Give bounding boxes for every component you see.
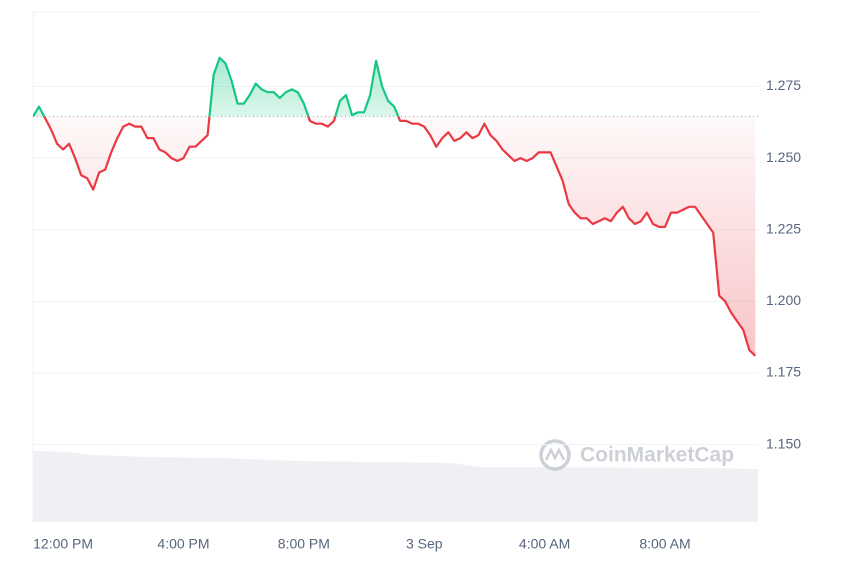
watermark: CoinMarketCap <box>539 439 734 471</box>
x-tick-label: 4:00 AM <box>519 536 570 552</box>
price-line-down <box>33 116 757 357</box>
y-tick-label: 1.200 <box>766 292 801 308</box>
x-tick-label: 8:00 PM <box>278 536 330 552</box>
x-tick-label: 4:00 PM <box>157 536 209 552</box>
y-tick-label: 1.275 <box>766 77 801 93</box>
watermark-logo <box>544 447 566 461</box>
price-line-up <box>33 56 400 117</box>
area-down <box>33 116 756 356</box>
volume-area <box>33 451 758 522</box>
x-tick-label: 8:00 AM <box>639 536 690 552</box>
watermark-text: CoinMarketCap <box>580 444 734 467</box>
y-tick-label: 1.225 <box>766 220 801 236</box>
y-tick-label: 1.150 <box>766 435 801 451</box>
x-tick-label: 12:00 PM <box>33 536 93 552</box>
watermark-logo <box>539 439 571 471</box>
area-up <box>33 57 399 117</box>
y-tick-label: 1.175 <box>766 364 801 380</box>
x-tick-label: 3 Sep <box>406 536 443 552</box>
y-tick-label: 1.250 <box>766 149 801 165</box>
